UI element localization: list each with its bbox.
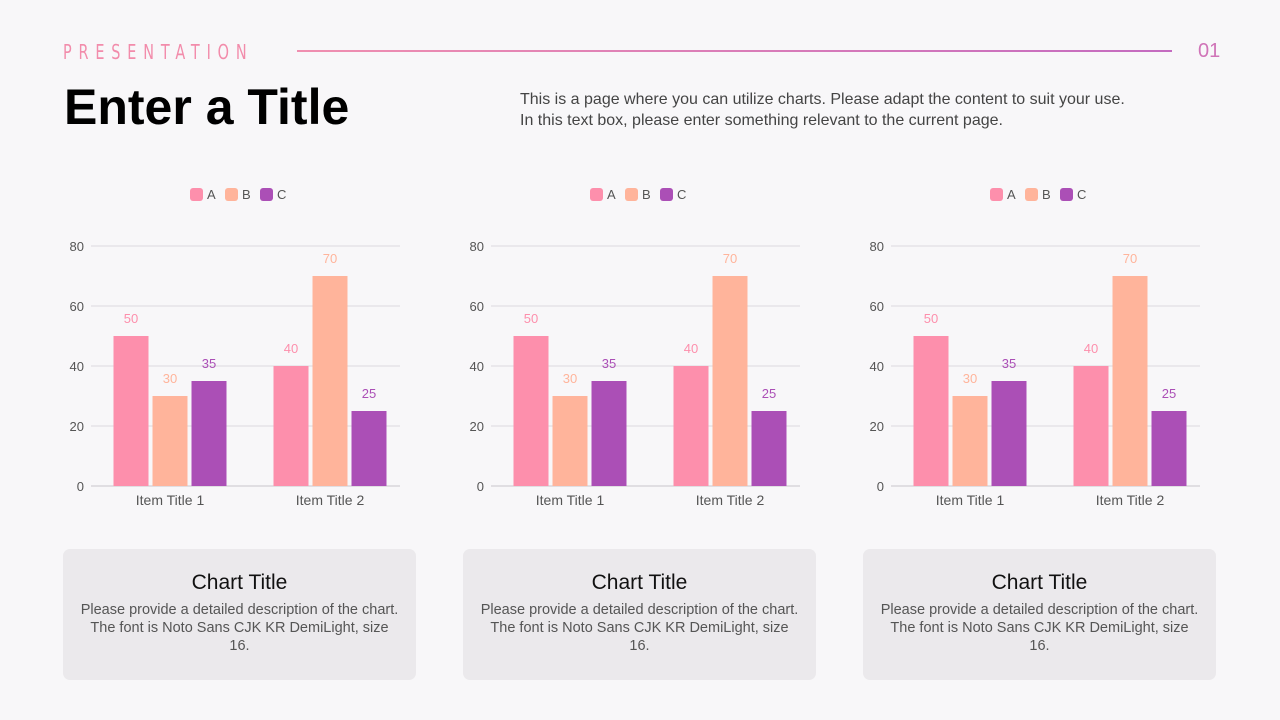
y-tick-label: 40: [70, 359, 84, 374]
legend-label: A: [207, 187, 216, 202]
bar-B: [152, 396, 188, 486]
legend-swatch-A: [990, 188, 1003, 201]
bar-A: [273, 366, 309, 486]
card-description: Please provide a detailed description of…: [80, 602, 399, 654]
bar-chart-1: 0 20 40 60 80 A B C Item Title 1 50 30 35 Item Title…: [0, 170, 400, 530]
x-tick-label: Item Title 1: [936, 492, 1005, 508]
bar-C: [991, 381, 1027, 486]
chart-card-2: Chart Title Please provide a detailed de…: [463, 549, 816, 680]
legend-label: B: [1042, 187, 1051, 202]
x-tick-label: Item Title 2: [696, 492, 765, 508]
y-tick-label: 20: [70, 419, 84, 434]
card-title: Chart Title: [591, 571, 688, 594]
y-tick-label: 60: [870, 299, 884, 314]
bar-C: [1151, 411, 1187, 486]
card-title: Chart Title: [191, 571, 288, 594]
data-label: 50: [524, 311, 538, 326]
data-label: 50: [124, 311, 138, 326]
page-title: Enter a Title: [64, 79, 350, 135]
legend-swatch-B: [625, 188, 638, 201]
header-divider: [297, 50, 1172, 52]
data-label: 25: [762, 386, 776, 401]
data-label: 40: [1084, 341, 1098, 356]
legend-swatch-A: [590, 188, 603, 201]
bar-B: [952, 396, 988, 486]
legend-label: C: [677, 187, 686, 202]
x-tick-label: Item Title 1: [136, 492, 205, 508]
y-tick-label: 40: [470, 359, 484, 374]
data-label: 30: [163, 371, 177, 386]
legend-swatch-C: [260, 188, 273, 201]
y-tick-label: 80: [470, 239, 484, 254]
data-label: 25: [1162, 386, 1176, 401]
x-tick-label: Item Title 2: [296, 492, 365, 508]
data-label: 35: [602, 356, 616, 371]
data-label: 40: [684, 341, 698, 356]
data-label: 30: [563, 371, 577, 386]
bar-chart-2: 0 20 40 60 80 A B C Item Title 1 50 30 35 Item Title…: [400, 170, 800, 530]
legend-label: B: [642, 187, 651, 202]
data-label: 50: [924, 311, 938, 326]
y-tick-label: 40: [870, 359, 884, 374]
bar-C: [751, 411, 787, 486]
data-label: 70: [323, 251, 337, 266]
page-description: This is a page where you can utilize cha…: [520, 89, 1125, 131]
y-tick-label: 0: [477, 479, 484, 494]
legend-label: B: [242, 187, 251, 202]
bar-B: [1112, 276, 1148, 486]
bar-C: [591, 381, 627, 486]
y-tick-label: 20: [870, 419, 884, 434]
bar-A: [513, 336, 549, 486]
bar-B: [552, 396, 588, 486]
y-tick-label: 0: [77, 479, 84, 494]
data-label: 70: [723, 251, 737, 266]
description-line: In this text box, please enter something…: [520, 112, 1003, 129]
card-description: Please provide a detailed description of…: [480, 602, 799, 654]
legend-label: C: [277, 187, 286, 202]
page-number: 01: [1198, 40, 1221, 62]
y-tick-label: 20: [470, 419, 484, 434]
card-description: Please provide a detailed description of…: [880, 602, 1199, 654]
data-label: 30: [963, 371, 977, 386]
data-label: 35: [1002, 356, 1016, 371]
legend-label: C: [1077, 187, 1086, 202]
section-kicker: PRESENTATION: [63, 40, 254, 64]
y-tick-label: 0: [877, 479, 884, 494]
data-label: 35: [202, 356, 216, 371]
description-line: This is a page where you can utilize cha…: [520, 91, 1125, 108]
bar-A: [913, 336, 949, 486]
bar-A: [1073, 366, 1109, 486]
bar-B: [712, 276, 748, 486]
legend-swatch-B: [1025, 188, 1038, 201]
x-tick-label: Item Title 2: [1096, 492, 1165, 508]
y-tick-label: 60: [470, 299, 484, 314]
bar-C: [351, 411, 387, 486]
bar-A: [673, 366, 709, 486]
legend-swatch-C: [660, 188, 673, 201]
y-tick-label: 60: [70, 299, 84, 314]
bar-B: [312, 276, 348, 486]
bar-A: [113, 336, 149, 486]
x-tick-label: Item Title 1: [536, 492, 605, 508]
chart-card-3: Chart Title Please provide a detailed de…: [863, 549, 1216, 680]
legend-swatch-A: [190, 188, 203, 201]
y-tick-label: 80: [70, 239, 84, 254]
legend-label: A: [1007, 187, 1016, 202]
card-title: Chart Title: [991, 571, 1088, 594]
chart-card-1: Chart Title Please provide a detailed de…: [63, 549, 416, 680]
data-label: 40: [284, 341, 298, 356]
data-label: 25: [362, 386, 376, 401]
legend-label: A: [607, 187, 616, 202]
legend-swatch-C: [1060, 188, 1073, 201]
bar-chart-3: 0 20 40 60 80 A B C Item Title 1 50 30 35 Item Title…: [800, 170, 1200, 530]
bar-C: [191, 381, 227, 486]
legend-swatch-B: [225, 188, 238, 201]
y-tick-label: 80: [870, 239, 884, 254]
data-label: 70: [1123, 251, 1137, 266]
